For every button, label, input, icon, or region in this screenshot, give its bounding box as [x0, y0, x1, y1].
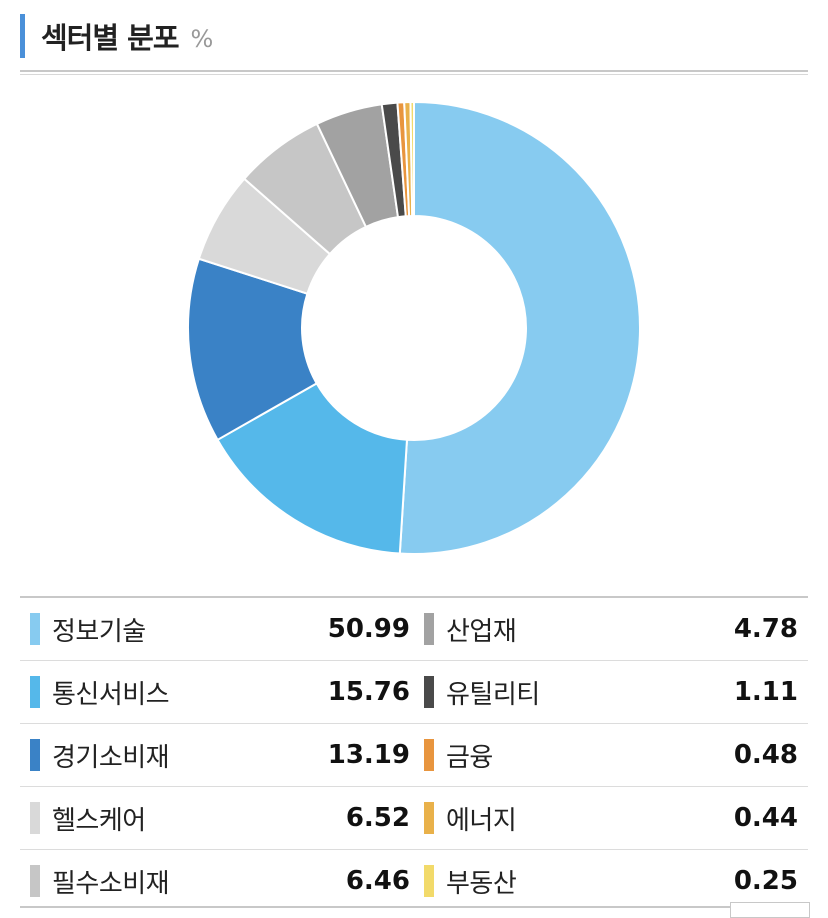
legend-row: 정보기술 50.99 산업재 4.78 [20, 596, 808, 660]
legend-item: 헬스케어 6.52 [30, 787, 410, 849]
legend-swatch [30, 676, 40, 708]
legend-swatch [424, 865, 434, 897]
legend-label: 금융 [446, 742, 493, 773]
legend-swatch [30, 865, 40, 897]
section-header: 섹터별 분포 % [20, 14, 213, 58]
legend-label: 정보기술 [52, 616, 146, 647]
legend-row: 필수소비재 6.46 부동산 0.25 [20, 849, 808, 912]
legend-item: 유틸리티 1.11 [424, 661, 798, 723]
legend-table: 정보기술 50.99 산업재 4.78 통신서비스 15.76 유틸리티 1.11 경기소비재 1… [20, 596, 808, 912]
legend-value: 6.52 [345, 803, 410, 833]
donut-chart [187, 100, 641, 555]
legend-label: 경기소비재 [52, 742, 170, 773]
legend-value: 13.19 [327, 740, 410, 770]
legend-value: 50.99 [327, 614, 410, 644]
legend-bottom-divider [20, 906, 808, 908]
legend-value: 0.25 [733, 866, 798, 896]
donut-slice-1 [216, 382, 409, 555]
legend-value: 4.78 [733, 614, 798, 644]
legend-label: 부동산 [446, 868, 517, 899]
donut-slice-0 [398, 100, 641, 555]
legend-value: 1.11 [733, 677, 798, 707]
donut-slice-9 [409, 100, 415, 218]
legend-item: 에너지 0.44 [424, 787, 798, 849]
legend-swatch [424, 739, 434, 771]
header-accent-bar [20, 14, 25, 58]
legend-label: 헬스케어 [52, 805, 146, 836]
legend-label: 통신서비스 [52, 679, 170, 710]
header-divider-inner [20, 74, 808, 75]
legend-item: 부동산 0.25 [424, 850, 798, 912]
legend-swatch [30, 739, 40, 771]
legend-value: 6.46 [345, 866, 410, 896]
legend-swatch [30, 802, 40, 834]
legend-label: 에너지 [446, 805, 517, 836]
legend-item: 경기소비재 13.19 [30, 724, 410, 786]
legend-swatch [424, 613, 434, 645]
legend-row: 경기소비재 13.19 금융 0.48 [20, 723, 808, 786]
legend-row: 통신서비스 15.76 유틸리티 1.11 [20, 660, 808, 723]
legend-swatch [424, 802, 434, 834]
legend-label: 필수소비재 [52, 868, 170, 899]
legend-swatch [30, 613, 40, 645]
legend-row: 헬스케어 6.52 에너지 0.44 [20, 786, 808, 849]
legend-item: 금융 0.48 [424, 724, 798, 786]
legend-value: 0.48 [733, 740, 798, 770]
legend-item: 정보기술 50.99 [30, 598, 410, 660]
more-button[interactable] [730, 902, 810, 918]
header-divider [20, 70, 808, 72]
legend-item: 통신서비스 15.76 [30, 661, 410, 723]
legend-swatch [424, 676, 434, 708]
unit-label: % [190, 25, 214, 53]
legend-label: 산업재 [446, 616, 517, 647]
section-title: 섹터별 분포 [41, 21, 179, 55]
legend-item: 필수소비재 6.46 [30, 850, 410, 912]
legend-item: 산업재 4.78 [424, 598, 798, 660]
legend-value: 0.44 [733, 803, 798, 833]
legend-label: 유틸리티 [446, 679, 540, 710]
legend-value: 15.76 [327, 677, 410, 707]
